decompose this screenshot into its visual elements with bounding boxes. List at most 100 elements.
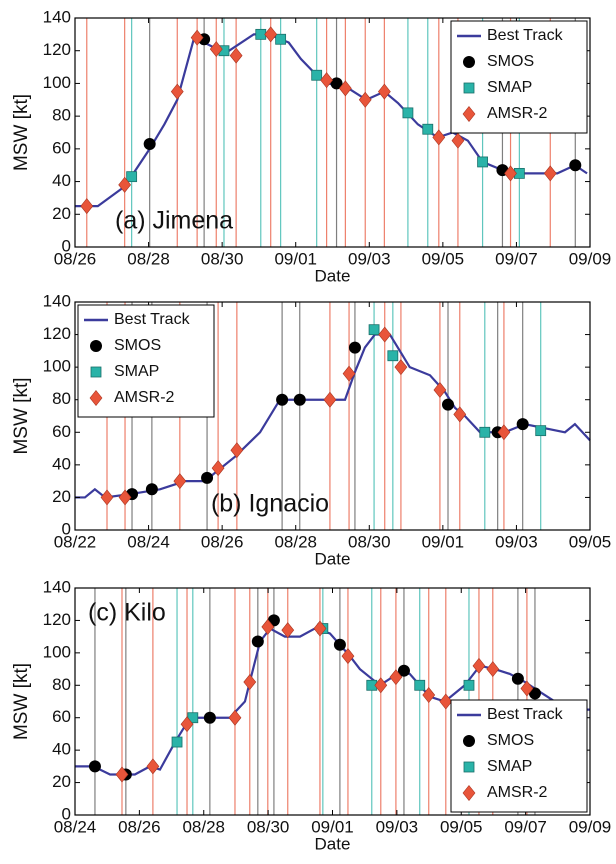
data-point	[251, 635, 264, 648]
data-point	[387, 350, 399, 362]
x-tick-label: 09/01	[274, 249, 317, 268]
data-point	[180, 716, 194, 733]
data-point	[100, 489, 114, 506]
data-point	[170, 83, 184, 100]
y-tick-label: 80	[52, 106, 71, 125]
y-tick-label: 40	[52, 740, 71, 759]
x-axis-label: Date	[315, 549, 351, 568]
y-tick-label: 120	[43, 610, 71, 629]
legend-label: SMOS	[114, 337, 161, 354]
data-point	[368, 324, 380, 336]
y-tick-label: 60	[52, 707, 71, 726]
legend-marker	[462, 106, 476, 122]
data-point	[342, 365, 356, 382]
data-point	[516, 418, 529, 431]
data-point	[143, 137, 156, 150]
legend-marker	[463, 735, 475, 747]
x-tick-label: 08/28	[274, 532, 317, 551]
x-tick-label: 09/05	[569, 532, 612, 551]
data-point	[451, 132, 465, 149]
legend-marker	[463, 761, 475, 773]
data-point	[535, 425, 547, 437]
data-point	[486, 661, 500, 678]
data-point	[209, 41, 223, 58]
data-point	[211, 460, 225, 477]
data-point	[320, 72, 333, 89]
legend: Best Track SMOS SMAP AMSR-2	[77, 304, 215, 418]
x-tick-label: 08/30	[201, 249, 244, 268]
data-point	[389, 669, 403, 686]
data-point	[348, 341, 361, 354]
plot-frame	[74, 301, 591, 531]
x-tick-label: 09/03	[348, 249, 391, 268]
plot-frame	[74, 17, 591, 248]
legend-marker	[90, 366, 102, 378]
x-tick-label: 09/07	[495, 249, 538, 268]
data-point	[472, 657, 486, 674]
y-tick-label: 140	[43, 7, 71, 26]
y-tick-label: 140	[43, 291, 71, 310]
x-tick-label: 09/05	[440, 817, 483, 836]
data-point	[378, 326, 392, 343]
data-point	[330, 77, 343, 90]
legend-marker	[462, 785, 476, 801]
x-tick-label: 08/30	[247, 817, 290, 836]
y-tick-label: 60	[52, 138, 71, 157]
data-point	[146, 758, 160, 775]
data-point	[338, 80, 352, 97]
y-axis-label: MSW [kt]	[11, 94, 32, 171]
data-point	[422, 123, 434, 135]
y-tick-label: 100	[43, 357, 71, 376]
panel: 0 20 40 60 80 100 120 140 08/24 08/26 08/28 08/30 09…	[11, 577, 611, 853]
x-tick-label: 08/28	[127, 249, 170, 268]
y-tick-label: 80	[52, 675, 71, 694]
x-tick-label: 08/26	[118, 817, 161, 836]
x-tick-label: 09/03	[376, 817, 419, 836]
legend-label: SMAP	[114, 363, 159, 380]
x-tick-label: 09/07	[504, 817, 547, 836]
y-tick-label: 0	[62, 236, 71, 255]
y-tick-label: 20	[52, 487, 71, 506]
x-tick-label: 08/30	[348, 532, 391, 551]
data-point	[504, 165, 517, 182]
data-point	[229, 47, 243, 64]
y-tick-label: 60	[52, 422, 71, 441]
y-tick-label: 100	[43, 73, 71, 92]
y-tick-label: 120	[43, 324, 71, 343]
data-point	[255, 28, 267, 40]
data-point	[203, 711, 216, 724]
data-point	[463, 679, 475, 691]
legend-marker	[463, 82, 475, 94]
data-point	[201, 471, 214, 484]
x-axis-label: Date	[315, 834, 351, 853]
data-point	[358, 91, 372, 108]
data-point	[333, 638, 346, 651]
x-tick-label: 08/24	[54, 817, 97, 836]
legend-marker	[90, 340, 102, 352]
legend-label: SMAP	[487, 758, 532, 775]
data-point	[543, 165, 557, 182]
data-point	[414, 679, 426, 691]
data-point	[243, 674, 257, 691]
data-point	[118, 176, 132, 193]
data-point	[261, 618, 275, 635]
panel: 0 20 40 60 80 100 120 140 08/22 08/24 08/26 08/28 08…	[11, 291, 611, 568]
data-point	[394, 359, 408, 376]
data-point	[442, 398, 455, 411]
y-tick-label: 20	[52, 772, 71, 791]
data-point	[230, 442, 244, 459]
data-point	[477, 156, 488, 168]
data-point	[313, 620, 327, 637]
legend-label: SMOS	[487, 732, 534, 749]
data-point	[497, 424, 511, 441]
data-point	[341, 648, 355, 665]
data-point	[422, 687, 436, 703]
y-tick-label: 0	[62, 519, 71, 538]
data-point	[190, 29, 204, 46]
data-point	[275, 33, 287, 45]
y-tick-label: 80	[52, 389, 71, 408]
x-tick-label: 09/09	[569, 817, 612, 836]
legend: Best Track SMOS SMAP AMSR-2	[450, 699, 588, 813]
legend-label: Best Track	[114, 311, 191, 328]
